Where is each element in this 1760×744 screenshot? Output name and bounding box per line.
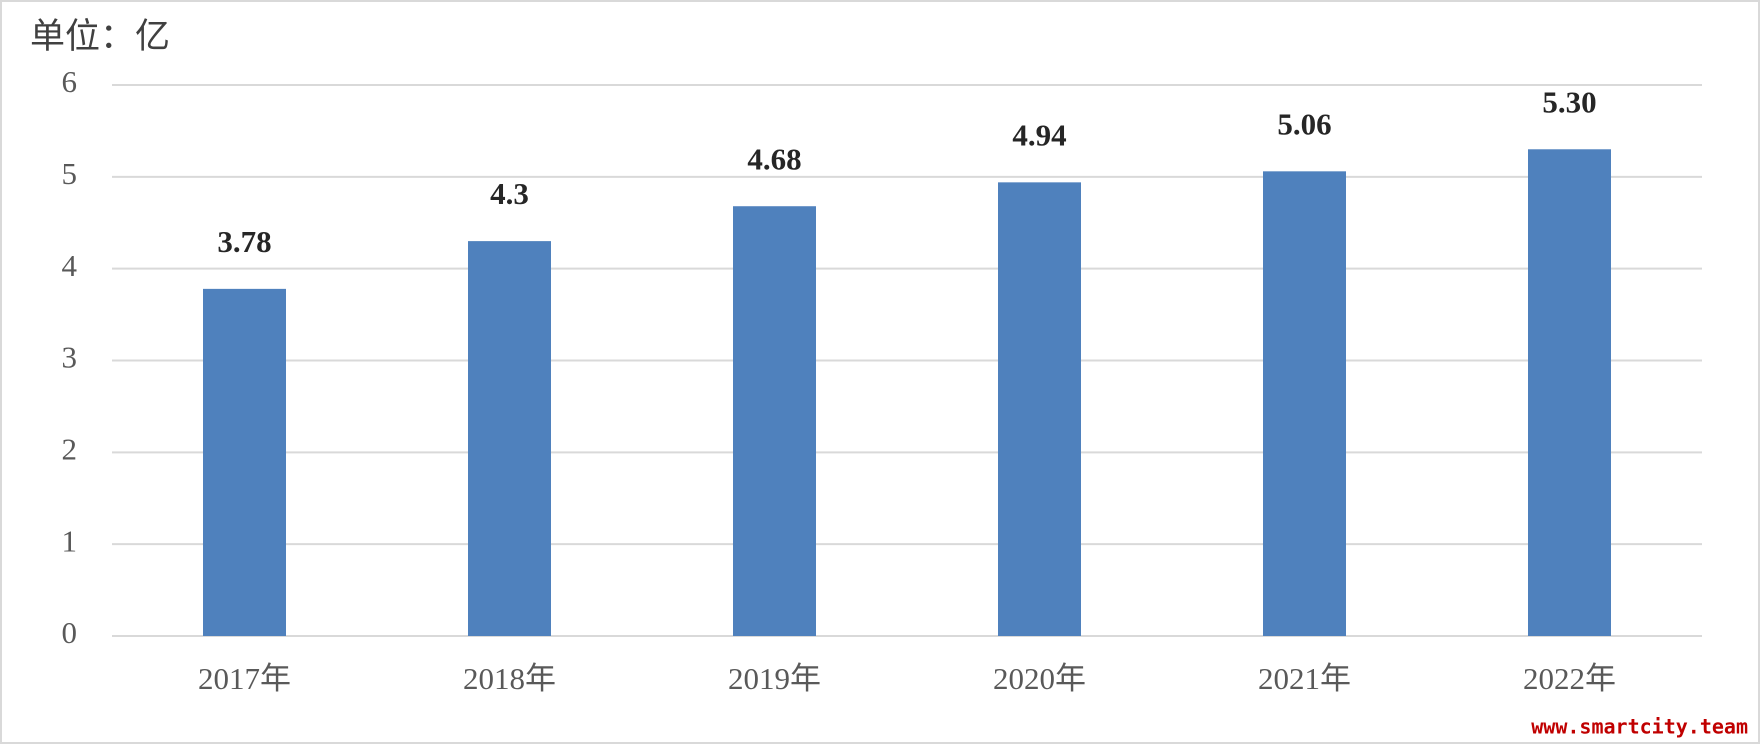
value-label: 4.94: [1012, 117, 1066, 152]
x-tick-label: 2018年: [463, 661, 556, 696]
y-tick-label: 4: [62, 248, 78, 283]
value-label: 5.30: [1542, 84, 1596, 119]
y-tick-label: 1: [62, 523, 78, 558]
chart-title: 单位：亿: [30, 17, 170, 56]
bar: [1528, 149, 1611, 637]
value-label: 3.78: [217, 224, 271, 259]
y-tick-label: 6: [62, 64, 78, 99]
x-tick-label: 2022年: [1523, 661, 1616, 696]
value-label: 4.68: [747, 141, 801, 176]
bar: [1263, 171, 1346, 636]
x-tick-label: 2017年: [198, 661, 291, 696]
bar: [468, 241, 551, 636]
value-label: 4.3: [490, 176, 529, 211]
x-tick-label: 2020年: [993, 661, 1086, 696]
y-tick-label: 2: [62, 431, 78, 466]
x-tick-label: 2021年: [1258, 661, 1351, 696]
x-tick-label: 2019年: [728, 661, 821, 696]
value-label: 5.06: [1277, 106, 1331, 141]
y-tick-label: 3: [62, 340, 78, 375]
y-tick-label: 0: [62, 615, 78, 650]
bar: [998, 182, 1081, 637]
y-tick-label: 5: [62, 156, 78, 191]
bar: [203, 288, 286, 636]
bar: [733, 206, 816, 636]
watermark: www.smartcity.team: [1531, 715, 1748, 739]
